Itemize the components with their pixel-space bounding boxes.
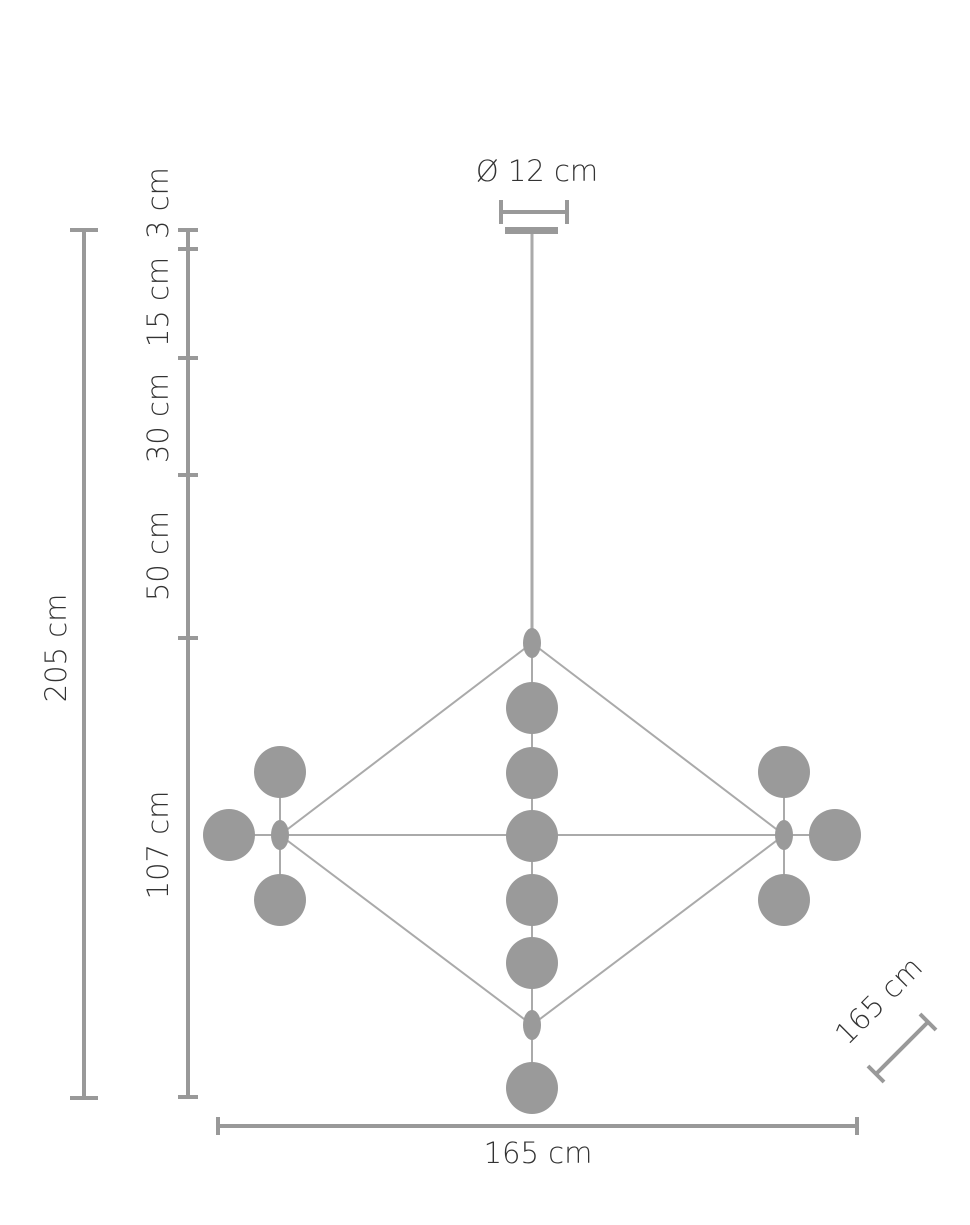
total-height-label: 205 cm [39,594,73,703]
depth-line [866,1012,938,1084]
segment-label: 50 cm [141,511,175,601]
segment-height-line [178,228,198,1099]
segment-label: 3 cm [141,167,175,239]
segment-label: 15 cm [141,257,175,347]
diameter-bracket [499,200,569,224]
total-height-line [70,228,98,1100]
width-label: 165 cm [484,1136,593,1170]
canopy [505,227,558,234]
width-line [216,1117,859,1135]
segment-label: 107 cm [141,791,175,900]
segment-label: 30 cm [141,373,175,463]
lamp [203,234,861,1114]
diameter-label: Ø 12 cm [476,154,598,188]
